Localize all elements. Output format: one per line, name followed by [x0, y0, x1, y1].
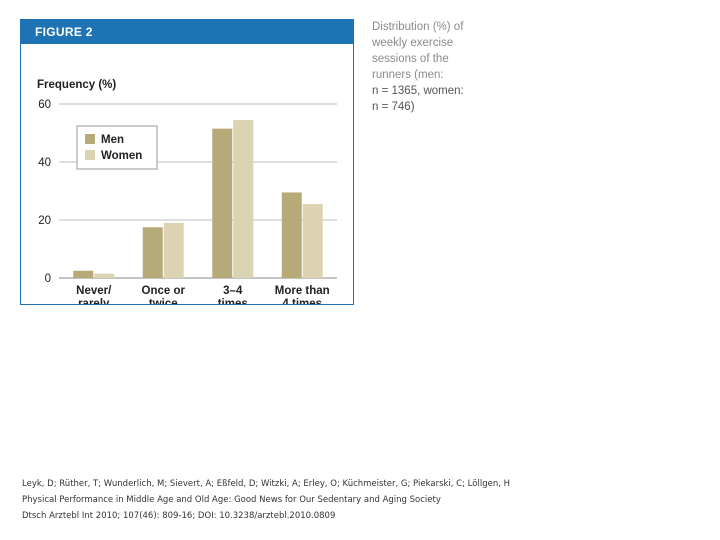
x-tick-label: Never/: [76, 285, 112, 297]
x-tick-label: 4 times: [282, 298, 322, 304]
bar-men: [73, 270, 94, 278]
bar-men: [212, 128, 233, 278]
bar-men: [281, 192, 302, 278]
caption-line: sessions of the: [372, 53, 449, 65]
legend-box: [76, 125, 158, 170]
citation-journal: Dtsch Arztebl Int 2010; 107(46): 809-16;…: [22, 511, 336, 521]
caption-line: n = 746): [372, 101, 415, 113]
x-tick-label: rarely: [78, 298, 110, 304]
citation-block: Leyk, D; Rüther, T; Wunderlich, M; Sieve…: [22, 476, 510, 524]
citation-authors: Leyk, D; Rüther, T; Wunderlich, M; Sieve…: [22, 479, 510, 489]
figure-header-bar: FIGURE 2: [21, 20, 353, 44]
legend-label-women: Women: [101, 150, 142, 162]
x-tick-label: 3–4: [223, 285, 243, 297]
y-tick-label: 20: [38, 215, 51, 227]
bar-women: [163, 222, 184, 278]
x-tick-label: More than: [275, 285, 330, 297]
legend-swatch-men: [85, 134, 95, 144]
bar-women: [94, 273, 115, 278]
caption-line: n = 1365, women:: [372, 85, 464, 97]
y-tick-label: 60: [38, 99, 51, 111]
x-tick-label: times: [218, 298, 248, 304]
y-tick-label: 0: [45, 273, 51, 285]
x-tick-label: Once or: [142, 285, 186, 297]
legend-label-men: Men: [101, 134, 124, 146]
caption-line: weekly exercise: [372, 37, 454, 49]
figure-caption: Distribution (%) of weekly exercise sess…: [372, 19, 482, 115]
x-tick-label: twice: [149, 298, 178, 304]
citation-title: Physical Performance in Middle Age and O…: [22, 495, 441, 505]
bar-women: [233, 119, 254, 278]
legend-swatch-women: [85, 150, 95, 160]
figure-panel: FIGURE 2 Frequency (%) 0 20 40 60 Never/rarel…: [20, 19, 354, 305]
bar-women: [302, 204, 323, 278]
figure-label: FIGURE 2: [35, 25, 93, 39]
bar-men: [142, 227, 163, 278]
y-tick-label: 40: [38, 157, 51, 169]
y-axis-label: Frequency (%): [37, 79, 116, 91]
caption-line: Distribution (%) of: [372, 21, 464, 33]
caption-line: runners (men:: [372, 69, 444, 81]
